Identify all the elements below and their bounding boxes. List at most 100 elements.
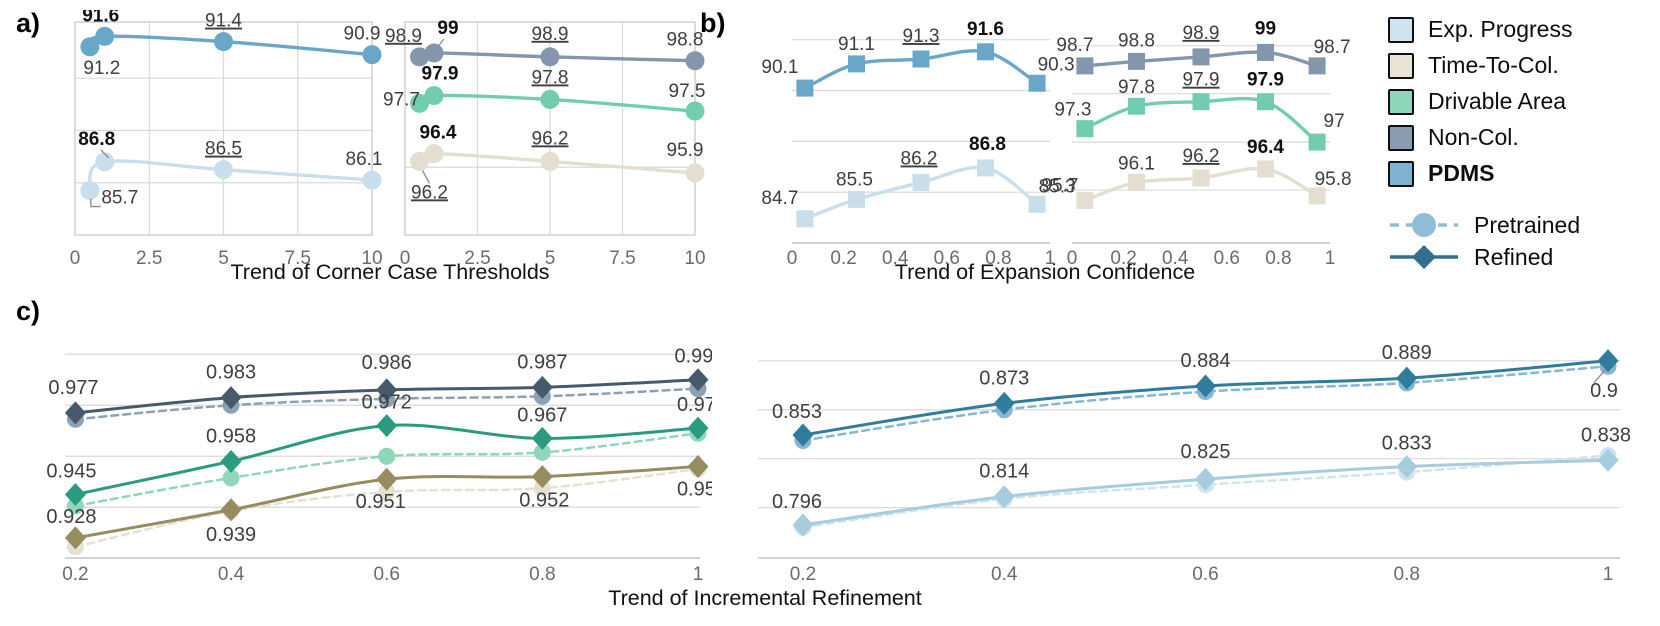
svg-text:0.6: 0.6 bbox=[1192, 564, 1218, 585]
svg-text:0.853: 0.853 bbox=[772, 401, 822, 423]
svg-text:86.8: 86.8 bbox=[969, 134, 1006, 155]
svg-text:0.6: 0.6 bbox=[373, 564, 399, 585]
legend-run-refined: Refined bbox=[1388, 241, 1660, 273]
svg-text:95.8: 95.8 bbox=[1315, 169, 1352, 190]
refined-line-icon bbox=[1390, 245, 1458, 269]
svg-text:95.7: 95.7 bbox=[1041, 175, 1078, 196]
svg-text:0.2: 0.2 bbox=[62, 564, 88, 585]
svg-text:0.939: 0.939 bbox=[206, 524, 256, 546]
svg-text:0.838: 0.838 bbox=[1581, 424, 1630, 446]
svg-text:97.5: 97.5 bbox=[669, 81, 706, 102]
chart-a-right: 0 2.5 5 7.5 10 98.9 99 98.9 98.8 97.797.9 97.8 97.5… bbox=[383, 18, 706, 269]
svg-text:96.2: 96.2 bbox=[411, 182, 448, 203]
svg-text:0.8: 0.8 bbox=[1265, 248, 1291, 269]
svg-text:0.833: 0.833 bbox=[1382, 433, 1432, 455]
svg-text:98.9: 98.9 bbox=[385, 26, 422, 47]
svg-text:0.4: 0.4 bbox=[218, 564, 245, 585]
svg-text:1: 1 bbox=[1045, 248, 1056, 269]
svg-text:90.9: 90.9 bbox=[344, 24, 381, 45]
panel-c-letter: c) bbox=[16, 296, 41, 326]
svg-text:0.983: 0.983 bbox=[206, 362, 256, 384]
legend-run-label: Refined bbox=[1474, 243, 1554, 270]
legend-item-label: Exp. Progress bbox=[1428, 16, 1573, 42]
svg-text:84.7: 84.7 bbox=[761, 188, 798, 209]
svg-text:98.9: 98.9 bbox=[532, 24, 569, 45]
svg-text:0.8: 0.8 bbox=[985, 248, 1011, 269]
svg-text:0.8: 0.8 bbox=[529, 564, 555, 585]
exp-progress-swatch-icon bbox=[1388, 16, 1414, 43]
legend-item-non-col: Non-Col. bbox=[1388, 124, 1660, 151]
svg-text:2.5: 2.5 bbox=[136, 248, 162, 269]
svg-text:98.7: 98.7 bbox=[1056, 35, 1093, 56]
svg-text:86.8: 86.8 bbox=[78, 129, 115, 150]
svg-text:0.6: 0.6 bbox=[1214, 248, 1240, 269]
svg-text:90.3: 90.3 bbox=[1038, 54, 1075, 75]
svg-text:99: 99 bbox=[1255, 18, 1276, 39]
svg-text:0.889: 0.889 bbox=[1382, 342, 1432, 364]
svg-text:0.967: 0.967 bbox=[517, 404, 567, 426]
svg-text:97.8: 97.8 bbox=[532, 67, 569, 88]
svg-text:90.1: 90.1 bbox=[761, 57, 798, 78]
svg-text:0: 0 bbox=[400, 248, 411, 269]
chart-c-left: 0.2 0.4 0.6 0.8 1 0.977 0.983 0.986 0.987 0.99 0.9… bbox=[46, 346, 712, 585]
pretrained-line-icon bbox=[1390, 213, 1458, 237]
svg-text:97: 97 bbox=[1324, 111, 1345, 132]
svg-text:0.951: 0.951 bbox=[356, 491, 406, 513]
svg-text:1: 1 bbox=[1603, 564, 1614, 585]
svg-text:86.1: 86.1 bbox=[346, 149, 383, 170]
panel-b-letter: b) bbox=[700, 8, 726, 38]
legend-item-label: Non-Col. bbox=[1428, 124, 1519, 150]
svg-text:86.5: 86.5 bbox=[205, 139, 242, 160]
svg-text:10: 10 bbox=[361, 248, 382, 269]
legend-run-pretrained: Pretrained bbox=[1388, 209, 1660, 241]
chart-b-left: 0 0.2 0.4 0.6 0.8 1 84.7 85.5 86.2 86.8 85.3 90.1 91… bbox=[761, 19, 1076, 269]
svg-text:0.2: 0.2 bbox=[830, 248, 856, 269]
svg-text:0: 0 bbox=[70, 248, 81, 269]
legend-item-exp-progress: Exp. Progress bbox=[1388, 16, 1660, 43]
svg-text:0.4: 0.4 bbox=[882, 248, 909, 269]
svg-text:1: 1 bbox=[1325, 248, 1336, 269]
svg-text:0.956: 0.956 bbox=[677, 478, 712, 500]
svg-text:91.1: 91.1 bbox=[838, 34, 875, 55]
svg-text:97.3: 97.3 bbox=[1054, 100, 1091, 121]
panel-a-xlabel: Trend of Corner Case Thresholds bbox=[230, 260, 550, 284]
svg-text:0.977: 0.977 bbox=[48, 377, 98, 399]
svg-text:0.99: 0.99 bbox=[675, 346, 712, 368]
svg-text:0.814: 0.814 bbox=[979, 461, 1029, 483]
svg-text:0.884: 0.884 bbox=[1180, 350, 1230, 372]
chart-c-right: 0.2 0.4 0.6 0.8 1 0.853 0.873 0.884 0.889 0.9 0.79… bbox=[758, 342, 1630, 585]
chart-b-right: 0 0.2 0.4 0.6 0.8 1 98.7 98.8 98.9 99 98.7 97.3 97.8… bbox=[1041, 18, 1352, 269]
legend-item-drivable-area: Drivable Area bbox=[1388, 88, 1660, 115]
svg-text:85.3: 85.3 bbox=[1039, 176, 1076, 197]
svg-text:0.986: 0.986 bbox=[362, 352, 412, 374]
svg-text:0.4: 0.4 bbox=[1162, 248, 1189, 269]
svg-text:0.873: 0.873 bbox=[979, 367, 1029, 389]
svg-text:98.9: 98.9 bbox=[1183, 23, 1220, 44]
svg-text:97.9: 97.9 bbox=[1183, 70, 1220, 91]
svg-text:0.6: 0.6 bbox=[934, 248, 960, 269]
svg-text:96.4: 96.4 bbox=[1247, 137, 1284, 158]
legend: Exp. Progress Time-To-Col. Drivable Area… bbox=[1388, 16, 1660, 273]
legend-item-label: PDMS bbox=[1428, 160, 1495, 186]
svg-text:91.4: 91.4 bbox=[205, 11, 242, 32]
svg-text:0: 0 bbox=[787, 248, 798, 269]
legend-item-label: Drivable Area bbox=[1428, 88, 1567, 114]
svg-text:98.7: 98.7 bbox=[1314, 37, 1351, 58]
svg-text:95.9: 95.9 bbox=[667, 140, 704, 161]
time-to-col-swatch-icon bbox=[1388, 52, 1414, 79]
svg-text:7.5: 7.5 bbox=[285, 248, 311, 269]
legend-run-label: Pretrained bbox=[1474, 211, 1581, 238]
svg-text:0.958: 0.958 bbox=[206, 425, 256, 447]
svg-text:98.8: 98.8 bbox=[667, 30, 704, 51]
svg-text:0.952: 0.952 bbox=[519, 490, 569, 512]
svg-text:0.825: 0.825 bbox=[1180, 441, 1230, 463]
legend-item-time-to-col: Time-To-Col. bbox=[1388, 52, 1660, 79]
svg-text:96.2: 96.2 bbox=[532, 128, 569, 149]
svg-text:96.4: 96.4 bbox=[420, 123, 457, 144]
svg-text:0.9: 0.9 bbox=[1590, 380, 1618, 402]
svg-text:0.928: 0.928 bbox=[46, 506, 96, 528]
svg-text:85.5: 85.5 bbox=[836, 169, 873, 190]
panel-b-xlabel: Trend of Expansion Confidence bbox=[894, 260, 1196, 284]
svg-text:0.8: 0.8 bbox=[1394, 564, 1420, 585]
